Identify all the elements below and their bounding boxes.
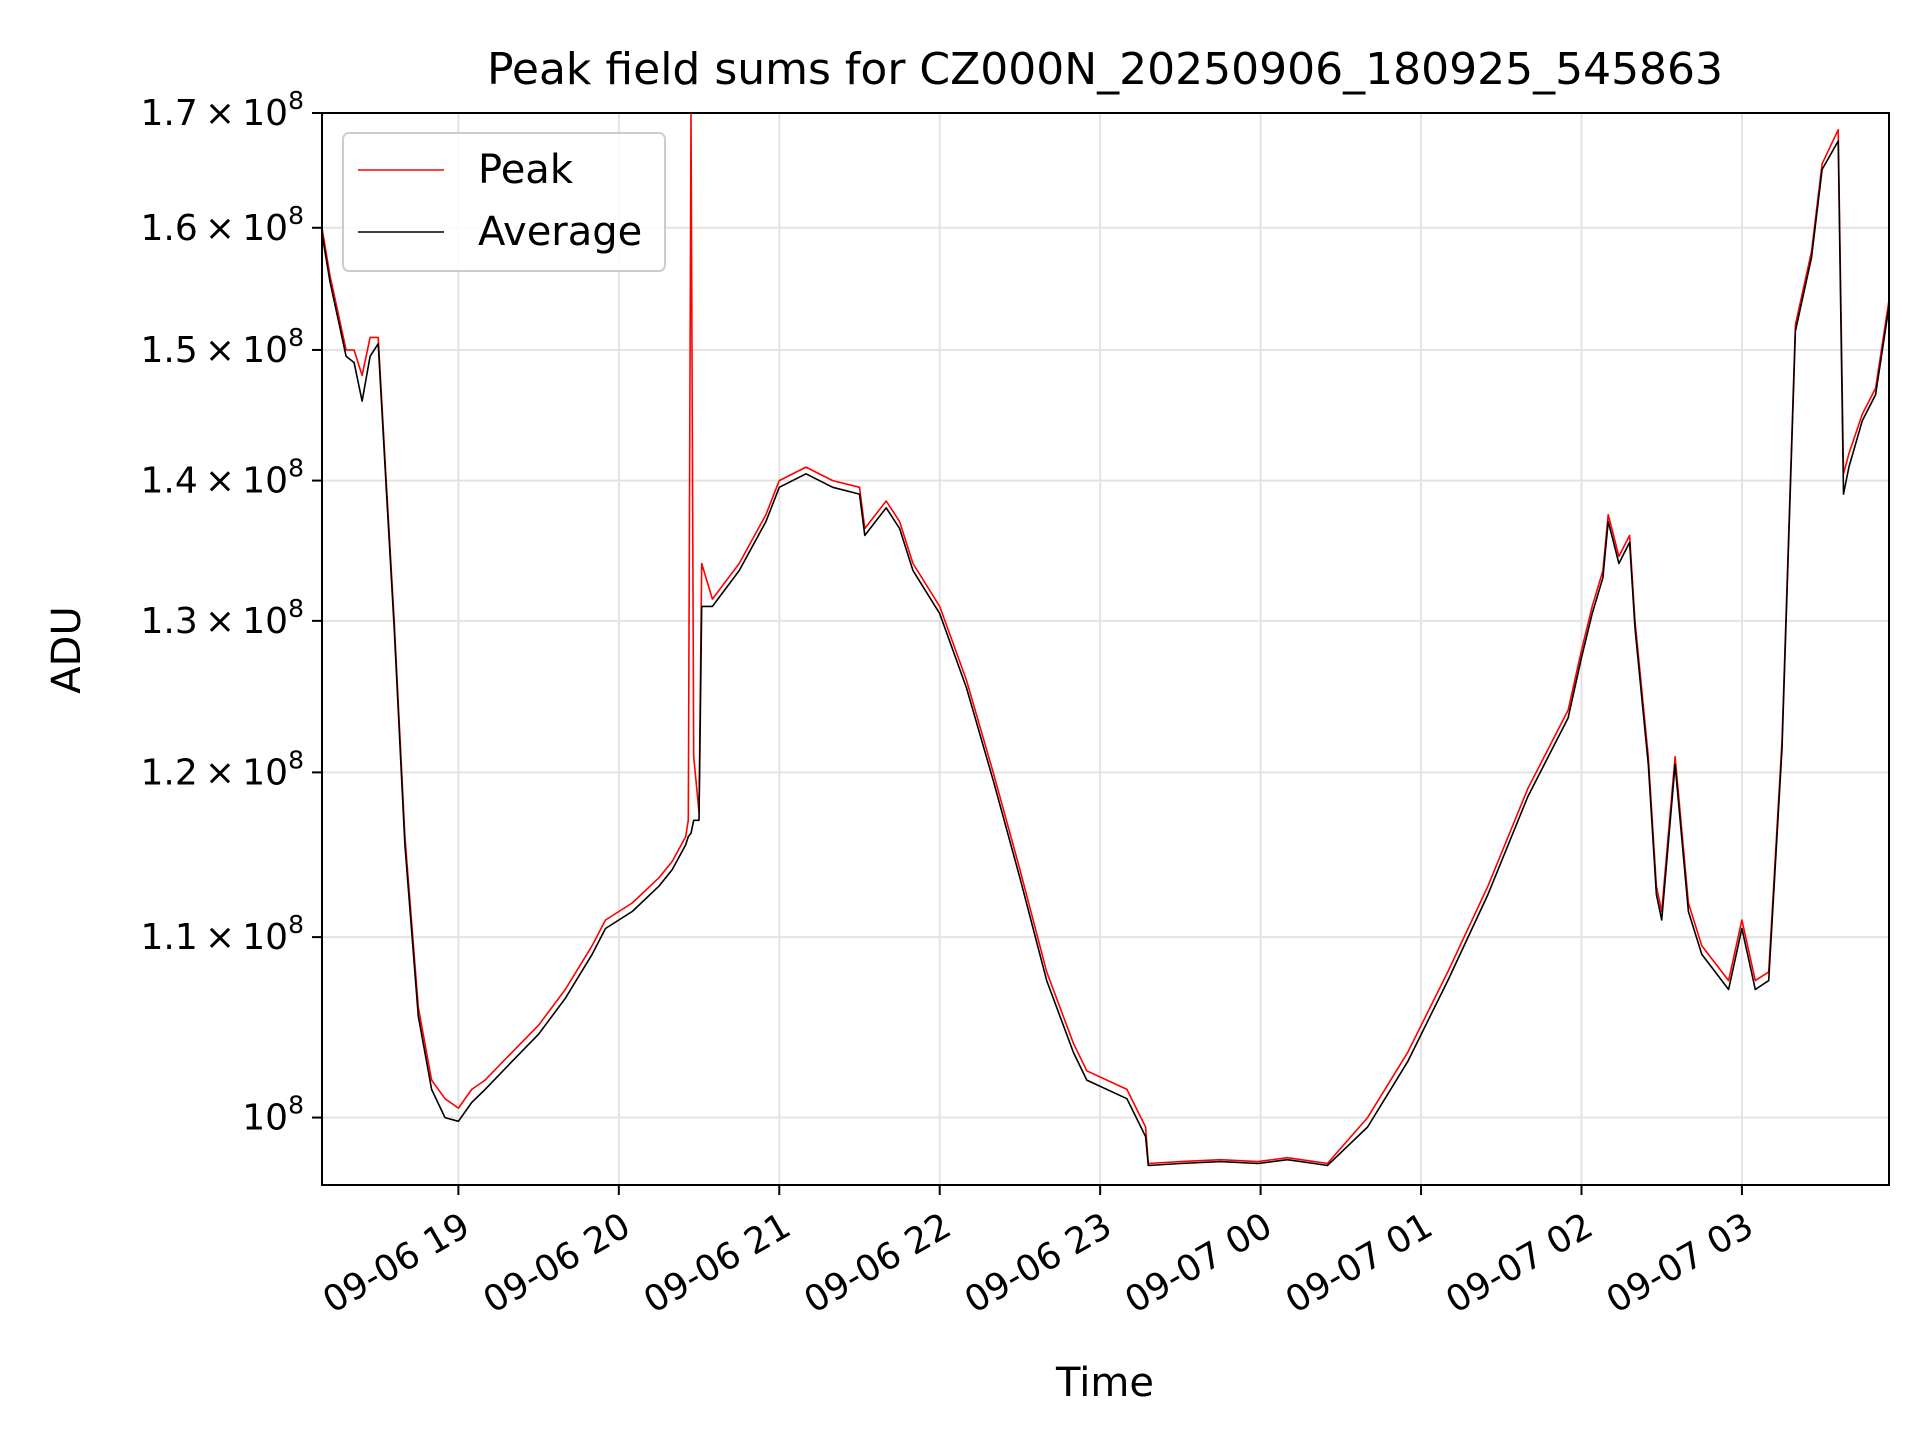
- legend-label-average: Average: [478, 209, 642, 255]
- series-line-peak: [321, 112, 1890, 1165]
- x-axis-label: Time: [1055, 1360, 1154, 1406]
- y-tick-label: 1.5 × 108: [140, 323, 304, 371]
- y-tick-label: 1.7 × 108: [140, 86, 304, 134]
- y-axis-label: ADU: [44, 606, 90, 693]
- legend-label-peak: Peak: [478, 147, 574, 193]
- series-line-average: [321, 140, 1890, 1167]
- y-tick-label: 1.1 × 108: [140, 910, 304, 958]
- y-tick-label: 1.2 × 108: [140, 745, 304, 793]
- y-tick-label: 1.3 × 108: [140, 594, 304, 642]
- y-tick-label: 1.4 × 108: [140, 454, 304, 502]
- grid-layer: [322, 112, 1889, 1185]
- plot-frame: [321, 112, 1890, 1186]
- legend-box: [342, 132, 666, 272]
- series-layer: [321, 112, 1890, 1167]
- y-tick-label: 108: [242, 1091, 304, 1139]
- chart-title: Peak field sums for CZ000N_20250906_1809…: [487, 44, 1723, 95]
- legend: Peak Average: [342, 132, 666, 272]
- y-tick-label: 1.6 × 108: [140, 201, 304, 249]
